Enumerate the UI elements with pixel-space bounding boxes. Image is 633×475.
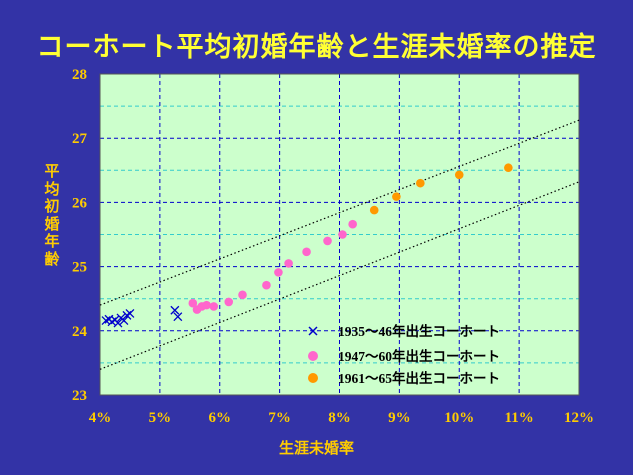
x-stroke <box>113 318 123 328</box>
x-tick-label: 6% <box>209 410 232 426</box>
circle-point <box>323 236 332 246</box>
circle-point <box>504 163 513 173</box>
circle-point <box>224 297 234 307</box>
x-axis-label: 生涯未婚率 <box>278 439 354 457</box>
circle-point <box>238 290 247 300</box>
x-marker-point <box>119 316 129 325</box>
tick-labels: 4% 5% 6% 7% 8% 9% 10% 11% 12% 23 24 25 26 27 28 <box>72 67 594 426</box>
x-tick-label: 12% <box>564 410 594 426</box>
circle-point <box>392 192 401 201</box>
trend-line <box>99 181 580 370</box>
circle-point <box>188 298 198 308</box>
y-axis-label: 平均初婚年齢 <box>44 162 60 268</box>
circle-point <box>274 268 283 277</box>
x-tick-label: 5% <box>149 410 172 426</box>
circle-point <box>302 247 311 257</box>
legend-marker <box>308 326 318 336</box>
x-tick-label: 10% <box>444 410 474 426</box>
x-tick-label: 11% <box>505 410 534 426</box>
x-tick-label: 4% <box>89 410 112 426</box>
x-stroke <box>119 316 129 325</box>
y-tick-label: 24 <box>72 324 88 340</box>
x-stroke <box>170 305 180 315</box>
legend-label: 1947～60年出生コーホート <box>338 348 500 364</box>
circle-point <box>262 280 271 290</box>
x-marker-point <box>125 309 135 318</box>
x-marker-point <box>173 312 183 322</box>
x-tick-label: 9% <box>388 410 411 426</box>
legend-label: 1961～65年出生コーホート <box>338 370 500 386</box>
y-tick-label: 27 <box>72 131 88 147</box>
legend-marker <box>308 373 318 383</box>
chart-title: コーホート平均初婚年齢と生涯未婚率の推定 <box>36 32 597 63</box>
x-stroke <box>125 309 135 318</box>
y-tick-label: 23 <box>72 388 87 404</box>
plot-border <box>99 73 580 396</box>
x-stroke <box>173 312 183 322</box>
y-tick-label: 28 <box>72 67 87 83</box>
trend-lines <box>99 119 580 370</box>
x-tick-label: 7% <box>268 410 291 426</box>
circle-point <box>369 205 379 215</box>
legend-label: 1935～46年出生コーホート <box>338 323 500 339</box>
x-marker-point <box>170 305 180 315</box>
circle-point <box>284 259 293 268</box>
circle-point <box>416 178 425 188</box>
legend-marker <box>308 351 318 361</box>
x-tick-label: 8% <box>328 410 351 426</box>
circle-point <box>209 302 219 311</box>
circle-point <box>454 170 464 180</box>
data-points <box>101 163 513 328</box>
x-marker-point <box>113 318 123 328</box>
circle-point <box>338 230 347 239</box>
circle-point <box>348 219 357 229</box>
trend-line <box>99 119 580 306</box>
y-tick-label: 26 <box>72 195 88 211</box>
y-tick-label: 25 <box>72 260 87 276</box>
legend: 1935～46年出生コーホート 1947～60年出生コーホート 1961～65年出生… <box>308 323 500 386</box>
circle-point <box>202 300 211 310</box>
